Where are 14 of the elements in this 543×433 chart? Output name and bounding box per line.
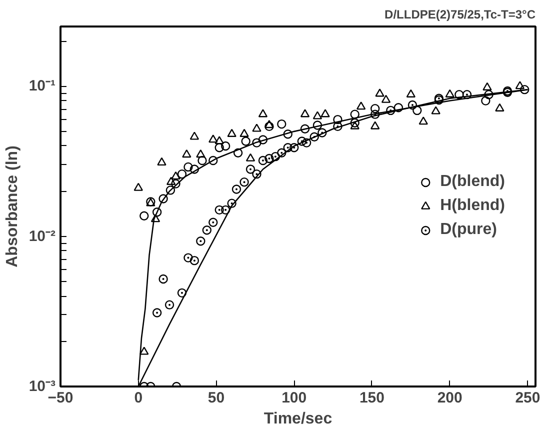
chart-title: D/LLDPE(2)75/25,Tc-T=3°C: [384, 8, 536, 22]
y-tick-label: 10⁻¹: [28, 78, 56, 95]
legend-label: D(pure): [440, 221, 498, 239]
x-tick-label: 200: [437, 390, 462, 406]
legend-label: H(blend): [440, 197, 505, 215]
x-tick-label: 50: [208, 390, 225, 406]
x-tick-label: 100: [282, 390, 307, 406]
x-tick-label: 0: [134, 390, 143, 406]
legend-label: D(blend): [440, 173, 505, 191]
x-tick-label: 250: [515, 390, 540, 406]
x-tick-label: 150: [359, 390, 384, 406]
x-axis-title: Time/sec: [264, 410, 332, 428]
y-tick-label: 10⁻²: [28, 228, 56, 245]
y-axis-title: Absorbance (ln): [4, 146, 21, 268]
